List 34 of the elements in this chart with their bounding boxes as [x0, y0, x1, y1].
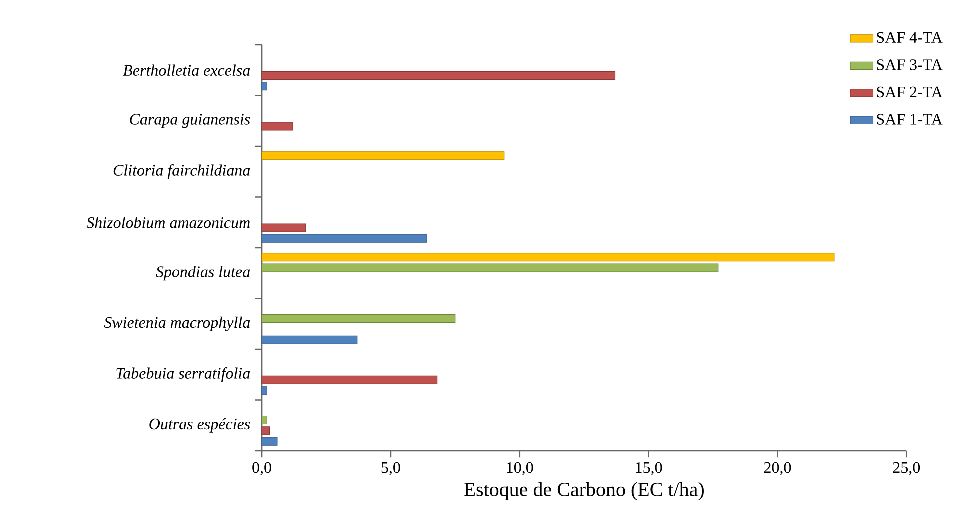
- bar: [262, 224, 306, 232]
- y-tick-label: Swietenia macrophylla: [104, 316, 250, 332]
- x-tick-label: 0,0: [252, 462, 272, 476]
- y-tick-label: Shizolobium amazonicum: [86, 216, 250, 228]
- bar: [262, 314, 456, 324]
- legend-label: SAF 3-TA: [877, 60, 943, 70]
- legend-label: SAF 4-TA: [877, 32, 943, 44]
- y-tick-label: Outras espécies: [150, 418, 250, 433]
- x-tick-label: 20,0: [764, 462, 792, 476]
- bar: [262, 152, 505, 160]
- y-tick-label: Spondias lutea: [156, 266, 250, 281]
- bar: [262, 253, 835, 262]
- bar: [262, 426, 270, 436]
- y-tick-label: Bertholletia excelsa: [123, 64, 250, 76]
- bar: [262, 336, 358, 344]
- bar: [262, 416, 268, 425]
- y-tick-label: Clitoria fairchildiana: [114, 164, 250, 180]
- bar: [262, 437, 278, 446]
- x-tick-label: 5,0: [382, 462, 400, 476]
- bar: [262, 264, 719, 272]
- x-tick-label: 25,0: [893, 462, 920, 476]
- bar: [262, 234, 428, 243]
- bar: [262, 71, 616, 80]
- bar: [262, 386, 268, 396]
- legend-label: SAF 1-TA: [877, 114, 943, 125]
- bar: [262, 376, 438, 384]
- x-tick-label: 15,0: [636, 462, 662, 476]
- bar: [262, 122, 294, 131]
- x-axis-title: Estoque de Carbono (EC t/ha): [464, 482, 704, 501]
- x-tick-label: 10,0: [507, 462, 534, 476]
- legend-label: SAF 2-TA: [877, 86, 943, 98]
- y-tick-label: Carapa guianensis: [130, 114, 250, 128]
- bar: [262, 82, 268, 91]
- y-tick-label: Tabebuia serratifolia: [116, 368, 250, 382]
